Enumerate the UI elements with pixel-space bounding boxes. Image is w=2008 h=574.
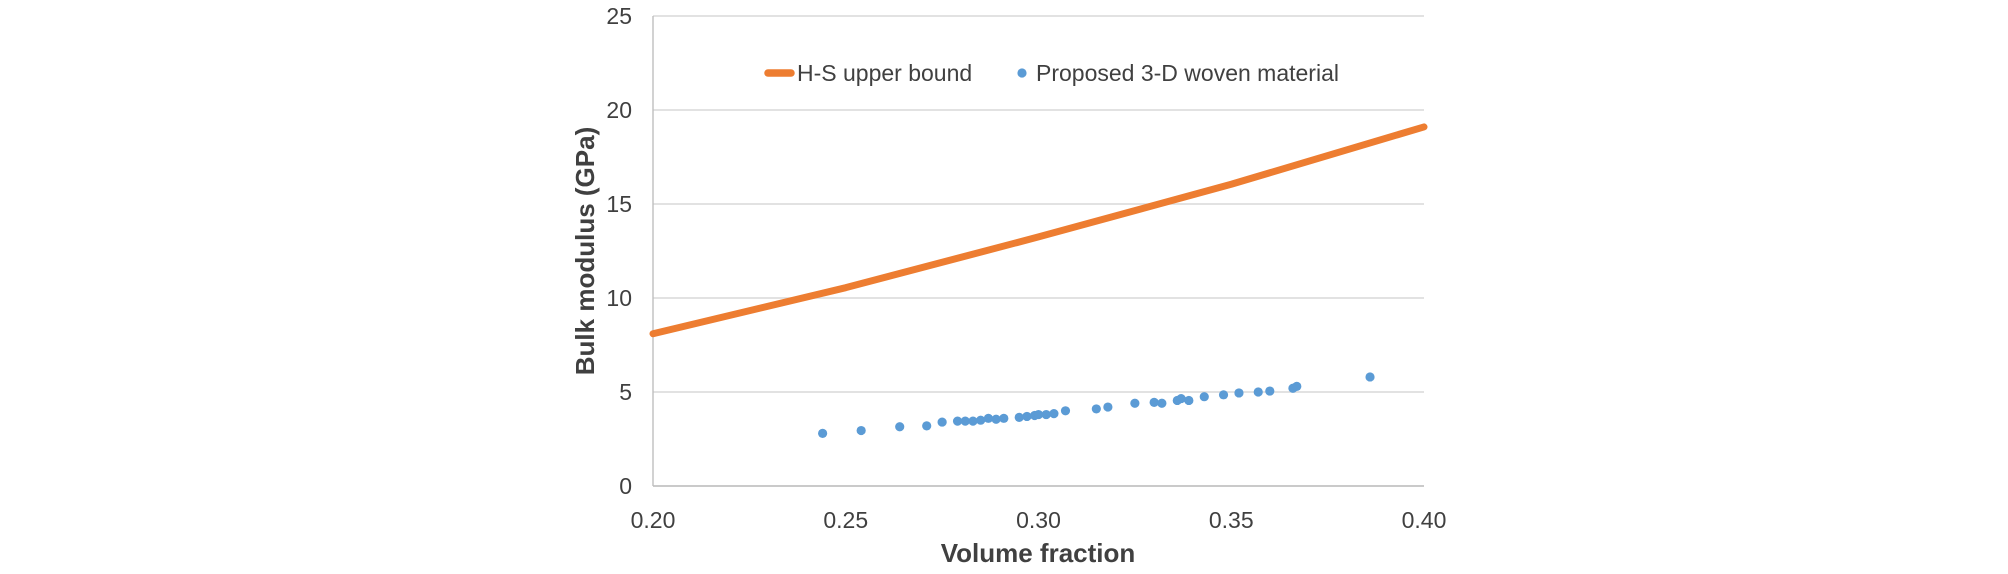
scatter-point <box>1014 412 1024 422</box>
x-tick-label: 0.30 <box>1016 507 1061 533</box>
y-tick-label: 20 <box>606 97 632 123</box>
scatter-point <box>1176 393 1186 404</box>
tick-labels: 0 5 10 15 20 25 0.20 0.25 0.30 0.35 0.40 <box>606 3 1446 533</box>
scatter-point <box>1253 387 1263 397</box>
scatter-point <box>937 417 947 427</box>
scatter-point <box>1041 409 1051 420</box>
scatter-point <box>1049 409 1059 419</box>
scatter-point <box>1033 409 1044 420</box>
x-tick-label: 0.25 <box>823 507 868 533</box>
scatter-point <box>960 416 970 426</box>
legend-label-proposed-material: Proposed 3-D woven material <box>1036 60 1339 86</box>
scatter-point <box>1022 411 1032 422</box>
scatter-point <box>856 425 866 436</box>
scatter-point <box>1292 381 1302 391</box>
scatter-point <box>1103 402 1113 412</box>
scatter-point <box>1265 386 1275 396</box>
scatter-point <box>1365 372 1375 382</box>
y-axis-title: Bulk modulus (GPa) <box>570 127 600 375</box>
scatter-point <box>1091 404 1101 414</box>
x-tick-label: 0.20 <box>631 507 676 533</box>
scatter-point <box>1234 388 1244 398</box>
x-tick-label: 0.40 <box>1402 507 1447 533</box>
scatter-point <box>922 421 932 431</box>
scatter-point <box>968 416 978 426</box>
axes <box>652 16 1424 487</box>
legend: H-S upper bound Proposed 3-D woven mater… <box>764 60 1339 86</box>
series-layer <box>649 123 1428 438</box>
scatter-point <box>1149 397 1159 407</box>
legend-label-hs-upper-bound: H-S upper bound <box>797 60 972 86</box>
y-tick-label: 5 <box>619 379 632 405</box>
scatter-point <box>1157 398 1167 408</box>
scatter-point <box>1218 390 1229 400</box>
scatter-point <box>999 413 1009 423</box>
legend-dot-marker-icon <box>1017 68 1027 78</box>
scatter-point <box>1130 398 1140 408</box>
y-tick-label: 15 <box>606 191 632 217</box>
scatter-point <box>1199 392 1209 402</box>
y-tick-label: 10 <box>606 285 632 311</box>
x-axis-title: Volume fraction <box>941 538 1136 568</box>
scatter-point <box>895 422 905 432</box>
hs-upper-bound-line <box>649 123 1428 338</box>
scatter-point <box>991 414 1001 424</box>
scatter-point <box>1060 406 1071 416</box>
scatter-point <box>1184 395 1194 406</box>
y-tick-label: 0 <box>619 473 632 499</box>
scatter-point <box>818 428 828 438</box>
scatter-point <box>983 413 993 423</box>
y-tick-label: 25 <box>606 3 632 29</box>
x-tick-label: 0.35 <box>1209 507 1254 533</box>
scatter-point <box>952 416 963 426</box>
scatter-point <box>976 415 986 425</box>
